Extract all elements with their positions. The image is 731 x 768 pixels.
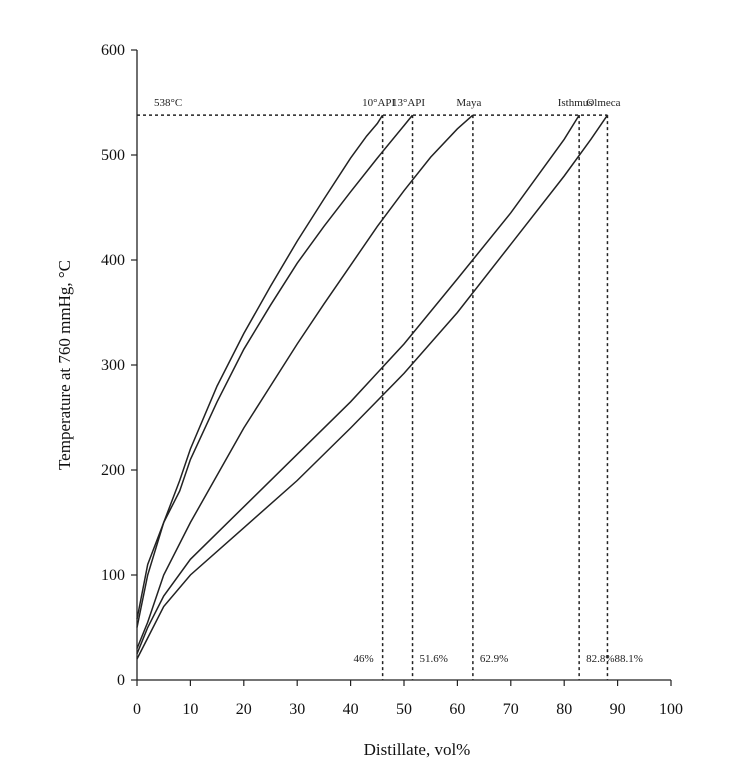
series-line-maya <box>136 114 474 649</box>
y-tick-label: 0 <box>117 672 125 689</box>
series-label-10api: 10°API <box>362 97 395 109</box>
x-tick-label: 100 <box>659 701 683 718</box>
series-label-13api: 13°API <box>392 97 425 109</box>
x-tick-label: 50 <box>396 701 412 718</box>
series-label-olmeca: Olmeca <box>586 97 620 109</box>
axes: 0 10 20 30 40 50 60 70 80 90 100 0 100 200 300 400 500 60… <box>101 42 683 718</box>
y-axis-title: Temperature at 760 mmHg, °C <box>55 260 74 470</box>
series-line-isthmus <box>136 114 580 655</box>
endpoint-label-10api: 46% <box>353 653 373 665</box>
x-tick-label: 10 <box>182 701 198 718</box>
x-tick-label: 40 <box>343 701 359 718</box>
x-tick-label: 70 <box>503 701 519 718</box>
x-tick-label: 0 <box>133 701 141 718</box>
y-tick-label: 100 <box>101 567 125 584</box>
y-tick-label: 500 <box>101 147 125 164</box>
series-line-olmeca <box>136 114 609 660</box>
y-tick-label: 200 <box>101 462 125 479</box>
series-line-10api <box>136 114 384 628</box>
endpoint-label-isthmus: 82.8% <box>586 653 614 665</box>
y-tick-label: 400 <box>101 252 125 269</box>
endpoint-label-13api: 51.6% <box>420 653 448 665</box>
x-tick-label: 30 <box>289 701 305 718</box>
y-tick-label: 600 <box>101 42 125 59</box>
y-tick-label: 300 <box>101 357 125 374</box>
endpoint-label-maya: 62.9% <box>480 653 508 665</box>
series-label-maya: Maya <box>456 97 481 109</box>
series-label-isthmus: Isthmus <box>558 97 593 109</box>
series-line-13api <box>136 114 414 620</box>
x-axis-title: Distillate, vol% <box>364 740 471 759</box>
x-tick-label: 60 <box>449 701 465 718</box>
endpoint-label-olmeca: 88.1% <box>614 653 642 665</box>
cutoff-label: 538°C <box>154 97 182 109</box>
x-tick-label: 90 <box>610 701 626 718</box>
x-tick-label: 20 <box>236 701 252 718</box>
x-tick-label: 80 <box>556 701 572 718</box>
